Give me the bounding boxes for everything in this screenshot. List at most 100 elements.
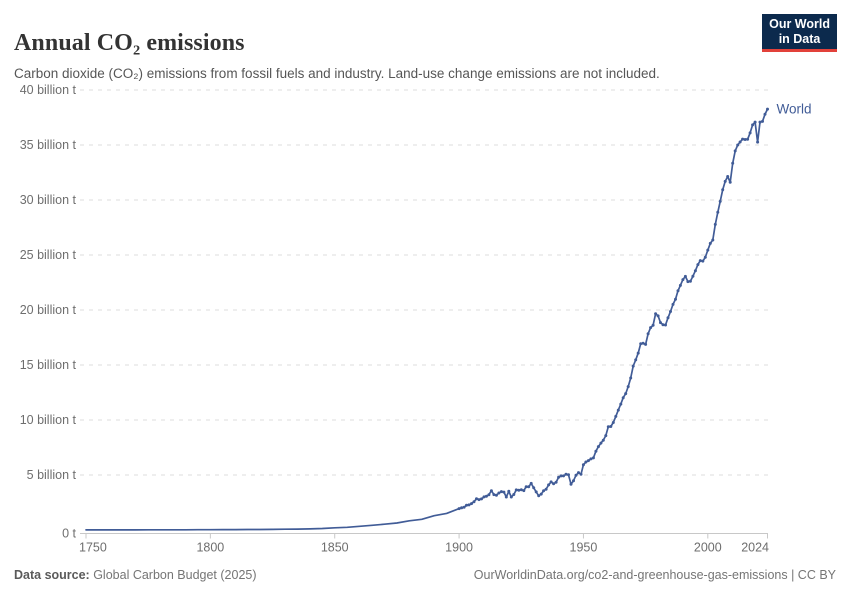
data-point-marker [572, 479, 575, 483]
data-point-marker [619, 402, 623, 406]
data-point-marker [706, 248, 710, 252]
data-point-marker [554, 480, 558, 484]
data-source-note: Data source: Global Carbon Budget (2025) [14, 568, 257, 582]
data-point-marker [738, 140, 742, 144]
data-point-marker [484, 494, 488, 498]
data-point-marker [524, 485, 528, 489]
data-point-marker [611, 421, 615, 424]
data-point-marker [579, 472, 583, 476]
data-point-marker [574, 473, 578, 477]
data-point-marker [507, 489, 511, 493]
data-point-marker [664, 323, 667, 327]
data-point-marker [522, 489, 526, 493]
data-point-marker [606, 425, 610, 429]
data-point-marker [562, 474, 565, 478]
data-point-marker [517, 488, 521, 492]
data-point-marker [763, 112, 767, 116]
data-point-marker [674, 297, 677, 301]
owid-logo-line2: in Data [778, 32, 821, 46]
data-point-marker [470, 502, 473, 506]
data-point-marker [676, 289, 680, 293]
data-point-marker [594, 449, 598, 453]
data-point-marker [766, 107, 769, 111]
data-point-marker [586, 459, 590, 463]
data-point-marker [480, 497, 483, 501]
data-point-marker [701, 259, 705, 263]
data-point-marker [549, 480, 553, 484]
world-series-line[interactable] [85, 108, 769, 531]
data-point-marker [736, 143, 740, 147]
data-point-marker [711, 238, 715, 242]
data-point-marker [681, 278, 685, 282]
world-series-label[interactable]: World [777, 102, 812, 117]
data-point-marker [641, 341, 645, 345]
y-axis-tick-label: 10 billion t [20, 413, 77, 427]
data-point-marker [534, 490, 538, 494]
data-source-label: Data source: [14, 568, 90, 582]
data-point-marker [733, 149, 737, 153]
data-point-marker [761, 119, 764, 123]
data-point-marker [691, 274, 695, 278]
y-axis-tick-label: 15 billion t [20, 358, 77, 372]
data-point-marker [626, 385, 630, 389]
data-point-marker [703, 255, 707, 259]
y-axis-tick-label: 20 billion t [20, 303, 77, 317]
data-point-marker [564, 472, 568, 476]
data-point-marker [567, 473, 570, 477]
data-point-marker [494, 493, 498, 497]
y-axis-tick-label: 0 t [62, 527, 76, 541]
data-point-marker [661, 323, 665, 327]
y-axis-tick-label: 35 billion t [20, 138, 77, 152]
data-point-marker [654, 312, 658, 316]
data-point-marker [698, 259, 702, 263]
y-axis-tick-label: 40 billion t [20, 83, 77, 97]
data-point-marker [651, 323, 655, 327]
data-point-marker [621, 396, 625, 400]
data-point-marker [696, 263, 700, 267]
x-axis-tick-label: 2000 [694, 541, 722, 555]
data-point-marker [721, 188, 725, 192]
data-point-marker [743, 138, 747, 141]
data-point-marker [596, 445, 600, 449]
data-point-marker [716, 210, 720, 214]
data-point-marker [649, 326, 653, 330]
data-point-marker [460, 506, 464, 510]
data-point-marker [457, 507, 461, 511]
data-point-marker [589, 457, 593, 461]
data-point-marker [527, 485, 531, 489]
data-point-marker [532, 486, 536, 490]
x-axis-tick-label: 2024 [741, 541, 769, 555]
data-point-marker [683, 274, 687, 278]
data-point-marker [746, 137, 750, 141]
owid-logo: Our World in Data [762, 14, 837, 52]
data-point-marker [666, 316, 670, 320]
data-source-value: Global Carbon Budget (2025) [89, 568, 257, 582]
data-point-marker [542, 489, 546, 493]
data-point-marker [646, 332, 650, 336]
data-point-marker [504, 495, 508, 499]
data-point-marker [499, 490, 503, 494]
x-axis-tick-label: 1850 [321, 541, 349, 555]
x-axis-tick-label: 1800 [196, 541, 224, 555]
data-point-marker [512, 493, 516, 496]
data-point-marker [748, 131, 752, 135]
data-point-marker [678, 283, 682, 287]
data-point-marker [644, 342, 648, 346]
data-point-marker [609, 425, 613, 428]
data-point-marker [718, 199, 722, 203]
data-point-marker [636, 351, 640, 355]
data-point-marker [591, 456, 595, 460]
data-point-marker [547, 483, 551, 487]
data-point-marker [616, 408, 620, 412]
data-point-marker [688, 279, 692, 283]
data-point-marker [539, 492, 543, 496]
data-point-marker [753, 120, 757, 124]
data-point-marker [497, 491, 501, 495]
y-axis-tick-label: 5 billion t [27, 468, 77, 482]
data-point-marker [634, 358, 638, 362]
data-point-marker [552, 482, 556, 486]
data-point-marker [492, 493, 496, 497]
data-point-marker [472, 500, 476, 504]
data-point-marker [726, 175, 730, 178]
